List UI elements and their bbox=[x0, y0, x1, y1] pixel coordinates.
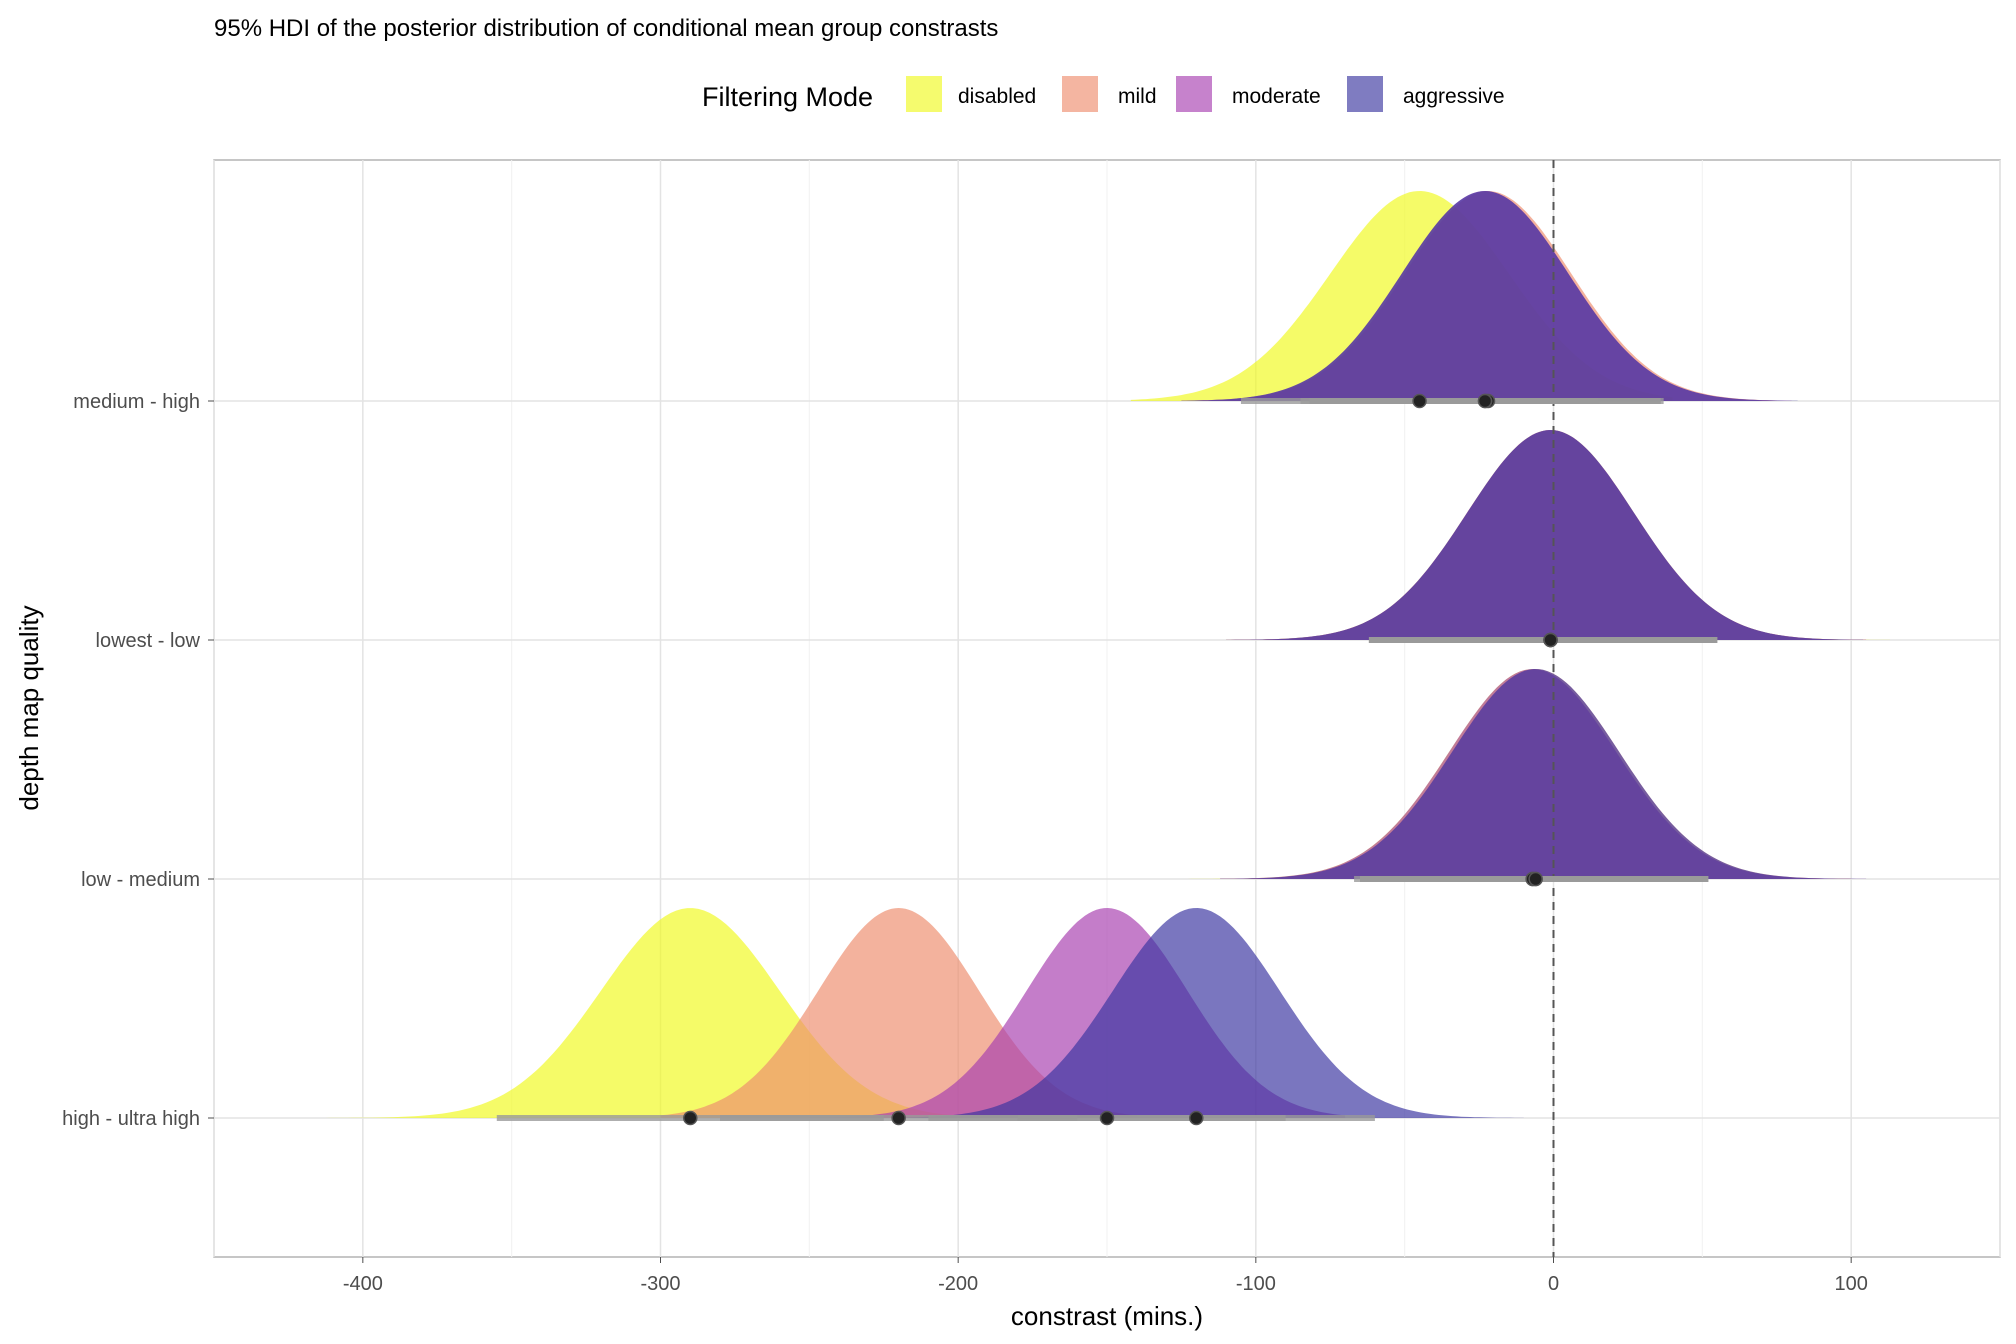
y-tick-label: high - ultra high bbox=[62, 1108, 200, 1130]
x-tick-label: -400 bbox=[343, 1273, 383, 1295]
chart-title: 95% HDI of the posterior distribution of… bbox=[214, 15, 998, 42]
legend-label-mild: mild bbox=[1118, 85, 1157, 108]
point-estimate-aggressive bbox=[1477, 393, 1493, 409]
point-estimate-disabled bbox=[683, 1110, 698, 1126]
x-tick-label: 0 bbox=[1548, 1273, 1559, 1295]
x-tick-label: -100 bbox=[1236, 1273, 1276, 1295]
x-axis-title: constrast (mins.) bbox=[1011, 1301, 1203, 1331]
x-axis-ticks: -400 -300 -200 -100 0 100 bbox=[343, 1257, 1868, 1295]
x-tick-label: -300 bbox=[640, 1273, 680, 1295]
y-tick-label: low - medium bbox=[81, 869, 200, 891]
x-tick-label: 100 bbox=[1834, 1273, 1867, 1295]
legend-title: Filtering Mode bbox=[702, 82, 873, 112]
y-tick-label: medium - high bbox=[73, 391, 200, 413]
legend-label-aggressive: aggressive bbox=[1403, 85, 1505, 108]
density-disabled-high-ultrahigh bbox=[297, 908, 1078, 1118]
density-aggressive-low-medium bbox=[1220, 669, 1867, 879]
x-tick-label: -200 bbox=[938, 1273, 978, 1295]
point-estimate-disabled bbox=[1412, 393, 1427, 409]
point-estimate-aggressive bbox=[1189, 1110, 1204, 1126]
y-axis-title: depth map quality bbox=[14, 605, 44, 810]
point-estimate-aggressive bbox=[1528, 871, 1543, 887]
hdi-layer bbox=[496, 393, 1718, 1126]
point-estimate-moderate bbox=[1099, 1110, 1115, 1126]
legend-label-disabled: disabled bbox=[958, 85, 1036, 108]
density-aggressive-lowest-low bbox=[1226, 430, 1864, 640]
point-estimate-aggressive bbox=[1543, 632, 1558, 648]
legend-swatch-moderate bbox=[1176, 76, 1212, 112]
legend-swatch-mild bbox=[1062, 76, 1098, 112]
density-layer bbox=[297, 191, 1890, 1118]
legend-label-moderate: moderate bbox=[1232, 85, 1321, 108]
legend: Filtering Mode disabled mild moderate aggre… bbox=[702, 76, 1505, 112]
y-axis-ticks: high - ultra high low - medium lowest - lo… bbox=[62, 391, 214, 1130]
density-aggressive-high-ultrahigh bbox=[898, 908, 1524, 1118]
legend-swatch-aggressive bbox=[1347, 76, 1383, 112]
density-aggressive-medium-high bbox=[1181, 191, 1798, 401]
point-estimate-mild bbox=[891, 1110, 906, 1126]
y-tick-label: lowest - low bbox=[96, 630, 201, 652]
legend-swatch-disabled bbox=[906, 76, 942, 112]
